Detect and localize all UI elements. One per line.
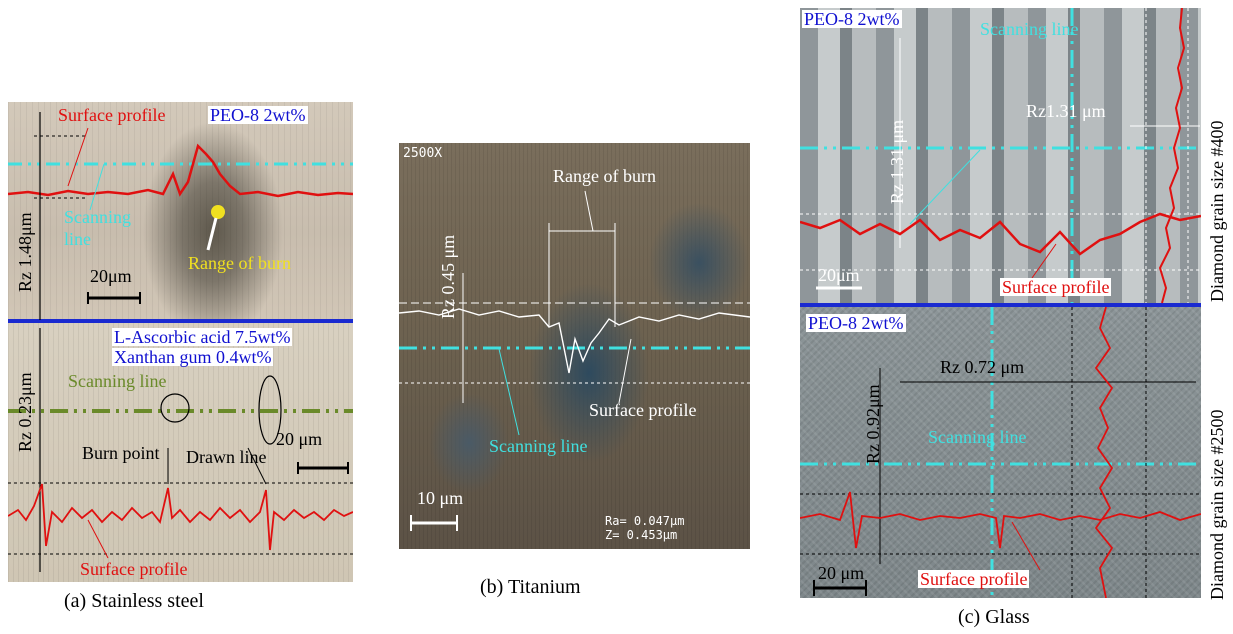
panel-c-top-scanning-line-label: Scanning line xyxy=(980,19,1079,39)
panel-c-top-material-label: PEO-8 2wt% xyxy=(802,9,902,29)
panel-b-overlay xyxy=(399,190,750,531)
panel-a-bottom-material-line2: Xanthan gum 0.4wt% xyxy=(112,347,274,367)
panel-a-bottom-scanning-line-label: Scanning line xyxy=(68,371,167,391)
panel-a-bottom-micrograph xyxy=(8,323,353,582)
panel-b-rz-label: Rz 0.45 μm xyxy=(438,234,458,319)
panel-a-bottom-rz-label: Rz 0.23μm xyxy=(15,372,35,452)
panel-a-top-rz-label: Rz 1.48μm xyxy=(15,212,35,292)
panel-c-top-rz-vertical-label: Rz 1.31 μm xyxy=(887,119,907,204)
panel-c-divider xyxy=(800,303,1201,307)
panel-a-caption: (a) Stainless steel xyxy=(64,590,204,612)
panel-a-bottom-surface-profile-label: Surface profile xyxy=(80,559,188,579)
panel-a-bottom-drawn-line-label: Drawn line xyxy=(186,447,267,467)
panel-b-surface-profile-label: Surface profile xyxy=(589,400,697,420)
panel-c-top-scale-label: 20μm xyxy=(818,265,860,285)
panel-a-bottom-burn-point-label: Burn point xyxy=(82,443,160,463)
panel-c-glass: PEO-8 2wt% Scanning line Rz 1.31 μm Rz1.… xyxy=(800,8,1201,598)
panel-c-bottom-micrograph xyxy=(800,307,1201,598)
panel-c-top-grain-label: Diamond grain size #400 xyxy=(1207,120,1227,302)
panel-a-stainless-steel: Surface profile PEO-8 2wt% Scanning line… xyxy=(8,102,353,582)
panel-c-bottom-surface-profile-label: Surface profile xyxy=(918,569,1030,589)
panel-b-caption: (b) Titanium xyxy=(480,576,581,598)
panel-a-top-surface-profile-label: Surface profile xyxy=(58,105,166,125)
panel-c-top-rz-horizontal-label: Rz1.31 μm xyxy=(1026,101,1106,121)
panel-b-ra-value: Ra= 0.047μm xyxy=(605,514,685,528)
panel-b-scanning-line-label: Scanning line xyxy=(489,436,588,456)
panel-b-scale-label: 10 μm xyxy=(417,488,464,508)
panel-c-bottom-scanning-line-label: Scanning line xyxy=(928,427,1027,447)
panel-a-top-scanning-label: Scanning xyxy=(64,207,131,227)
panel-b-range-of-burn-label: Range of burn xyxy=(553,166,656,186)
panel-a-top-material-label: PEO-8 2wt% xyxy=(208,105,308,125)
panel-a-top-line-label: line xyxy=(64,229,91,249)
panel-c-caption: (c) Glass xyxy=(958,606,1030,628)
panel-c-bottom-scale-label: 20 μm xyxy=(818,563,865,583)
panel-c-top-surface-profile-label: Surface profile xyxy=(1000,277,1112,297)
panel-c-bottom-rz-horizontal-label: Rz 0.72 μm xyxy=(940,357,1025,377)
panel-b-titanium: 2500X Range of burn Rz 0.45 μm Surface p… xyxy=(399,143,750,549)
panel-a-overlay xyxy=(8,112,353,572)
panel-c-bottom-material-label: PEO-8 2wt% xyxy=(806,313,906,333)
panel-c-top-micrograph xyxy=(800,8,1201,303)
panel-a-top-range-of-burn-label: Range of burn xyxy=(188,253,291,273)
panel-a-top-micrograph xyxy=(8,102,353,320)
panel-a-bottom-scale-label: 20 μm xyxy=(276,429,323,449)
panel-c-overlay xyxy=(800,8,1201,598)
panel-b-magnification-label: 2500X xyxy=(403,146,443,161)
panel-a-top-scale-label: 20μm xyxy=(90,266,132,286)
panel-a-bottom-material-line1: L-Ascorbic acid 7.5wt% xyxy=(112,327,293,347)
panel-a-divider xyxy=(8,319,353,323)
panel-b-z-value: Z= 0.453μm xyxy=(605,528,678,542)
panel-c-bottom-grain-label: Diamond grain size #2500 xyxy=(1207,409,1227,600)
panel-c-bottom-rz-vertical-label: Rz 0.92μm xyxy=(863,384,883,464)
